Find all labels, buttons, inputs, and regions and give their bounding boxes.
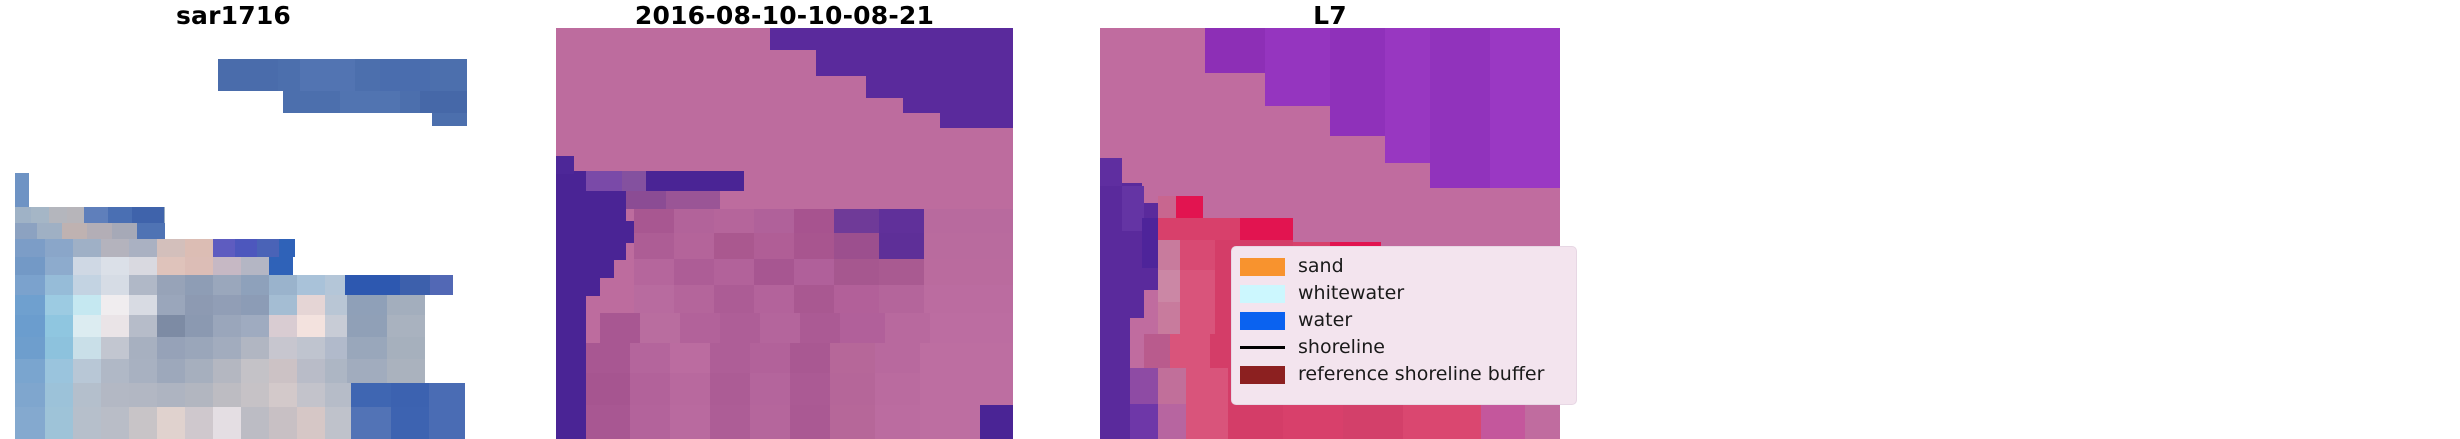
legend-item-shoreline: shoreline — [1240, 334, 1567, 361]
legend-label-reference-shoreline-buffer: reference shoreline buffer — [1298, 363, 1545, 385]
date-raster-image — [556, 28, 1013, 439]
water-color-swatch — [1240, 311, 1285, 330]
panel-sar-axes — [0, 28, 467, 439]
legend-label-shoreline: shoreline — [1298, 336, 1385, 358]
legend-item-water: water — [1240, 307, 1567, 334]
legend-box: sand whitewater water shoreline referenc… — [1231, 246, 1577, 405]
legend-item-sand: sand — [1240, 253, 1567, 280]
panel-date: 2016-08-10-10-08-21 — [556, 0, 1013, 439]
panel-date-axes — [556, 28, 1013, 439]
panel-title-sar: sar1716 — [175, 1, 292, 30]
shoreline-line-swatch — [1240, 346, 1285, 349]
whitewater-color-swatch — [1240, 284, 1285, 303]
legend-label-sand: sand — [1298, 255, 1344, 277]
panel-title-date: 2016-08-10-10-08-21 — [634, 1, 935, 30]
legend-label-whitewater: whitewater — [1298, 282, 1405, 304]
panel-title-l7: L7 — [1313, 1, 1347, 30]
legend-item-whitewater: whitewater — [1240, 280, 1567, 307]
legend-label-water: water — [1298, 309, 1353, 331]
reference-shoreline-buffer-color-swatch — [1240, 365, 1285, 384]
sar-raster-image — [0, 28, 467, 439]
panel-sar: sar1716 — [0, 0, 467, 439]
sand-color-swatch — [1240, 257, 1285, 276]
legend-item-reference-shoreline-buffer: reference shoreline buffer — [1240, 361, 1567, 388]
